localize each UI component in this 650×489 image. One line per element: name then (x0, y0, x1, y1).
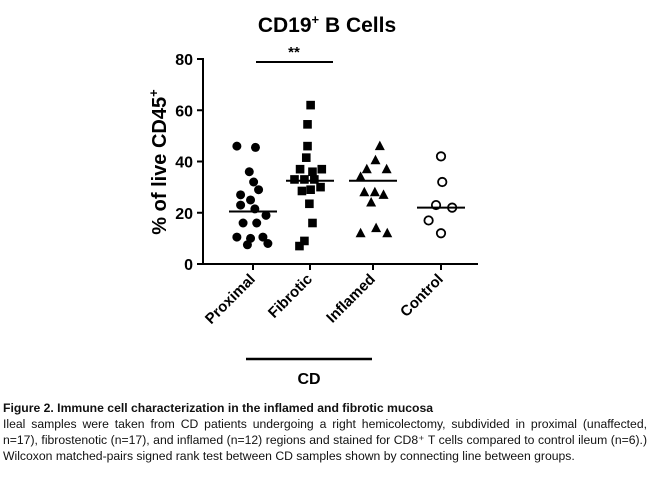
x-tick-label: Fibrotic (265, 271, 316, 322)
data-point (297, 186, 307, 196)
data-point (310, 175, 319, 184)
data-point (423, 215, 434, 226)
data-point (246, 195, 256, 205)
axes: 0 20 40 60 80 Proximal Fibrotic Inflamed Control (175, 52, 478, 328)
y-axis-label: % of live CD45+ (146, 89, 171, 235)
x-tick-label: Inflamed (323, 271, 379, 327)
data-point (378, 189, 389, 199)
y-tick-label: 20 (175, 206, 193, 223)
chart-title-main: CD19 (258, 14, 312, 37)
group-label: CD (297, 371, 320, 388)
data-point (236, 200, 246, 210)
data-point (249, 177, 259, 187)
data-point (317, 164, 327, 174)
y-axis-label-main: % of live CD45 (149, 97, 171, 235)
data-point (371, 222, 382, 233)
data-point (355, 227, 366, 238)
data-point (316, 182, 325, 192)
data-point (306, 100, 315, 110)
data-point (369, 186, 380, 197)
data-point (295, 164, 305, 174)
data-point (435, 228, 447, 239)
data-point (303, 141, 312, 151)
y-tick-label: 80 (175, 52, 193, 69)
data-point (355, 171, 366, 181)
data-marks (229, 100, 465, 251)
data-point (261, 210, 271, 220)
y-tick-label: 0 (184, 257, 193, 274)
y-tick-label: 40 (175, 155, 193, 172)
data-point (308, 218, 317, 228)
data-point (382, 227, 393, 238)
data-point (300, 175, 309, 184)
data-point (290, 175, 299, 184)
x-tick-label: Proximal (202, 271, 259, 328)
data-point (300, 236, 309, 246)
chart-title-suffix: B Cells (319, 14, 396, 37)
data-point (232, 232, 242, 242)
data-point (244, 167, 254, 177)
x-tick-label: Control (397, 271, 447, 321)
data-point (381, 163, 392, 174)
data-point (295, 241, 304, 251)
figure-caption: Figure 2. Immune cell characterization i… (3, 400, 647, 464)
data-point (366, 197, 377, 207)
chart-title-superscript: + (312, 12, 320, 27)
scatter-chart: CD19+ B Cells % of live CD45+ 020406080P… (146, 12, 478, 388)
caption-title: Figure 2. Immune cell characterization i… (3, 401, 434, 415)
data-point (370, 154, 381, 165)
data-point (359, 186, 370, 197)
significance-label: ** (288, 44, 300, 61)
data-point (361, 163, 372, 174)
y-axis-label-superscript: + (146, 89, 161, 97)
data-point (303, 120, 312, 129)
data-point (258, 232, 268, 242)
chart-title: CD19+ B Cells (258, 12, 396, 37)
data-point (238, 218, 248, 228)
data-point (250, 142, 260, 152)
data-point (306, 185, 315, 194)
data-point (242, 240, 252, 250)
data-point (301, 153, 311, 162)
y-tick-label: 60 (175, 103, 193, 120)
data-point (232, 141, 242, 151)
data-point (374, 140, 385, 151)
data-point (435, 151, 447, 162)
data-point (437, 176, 448, 188)
data-point (236, 190, 246, 200)
data-point (308, 167, 317, 177)
data-point (263, 239, 273, 248)
caption-body: Ileal samples were taken from CD patient… (3, 417, 647, 463)
data-point (254, 185, 264, 195)
data-point (252, 218, 262, 228)
data-point (305, 199, 314, 209)
